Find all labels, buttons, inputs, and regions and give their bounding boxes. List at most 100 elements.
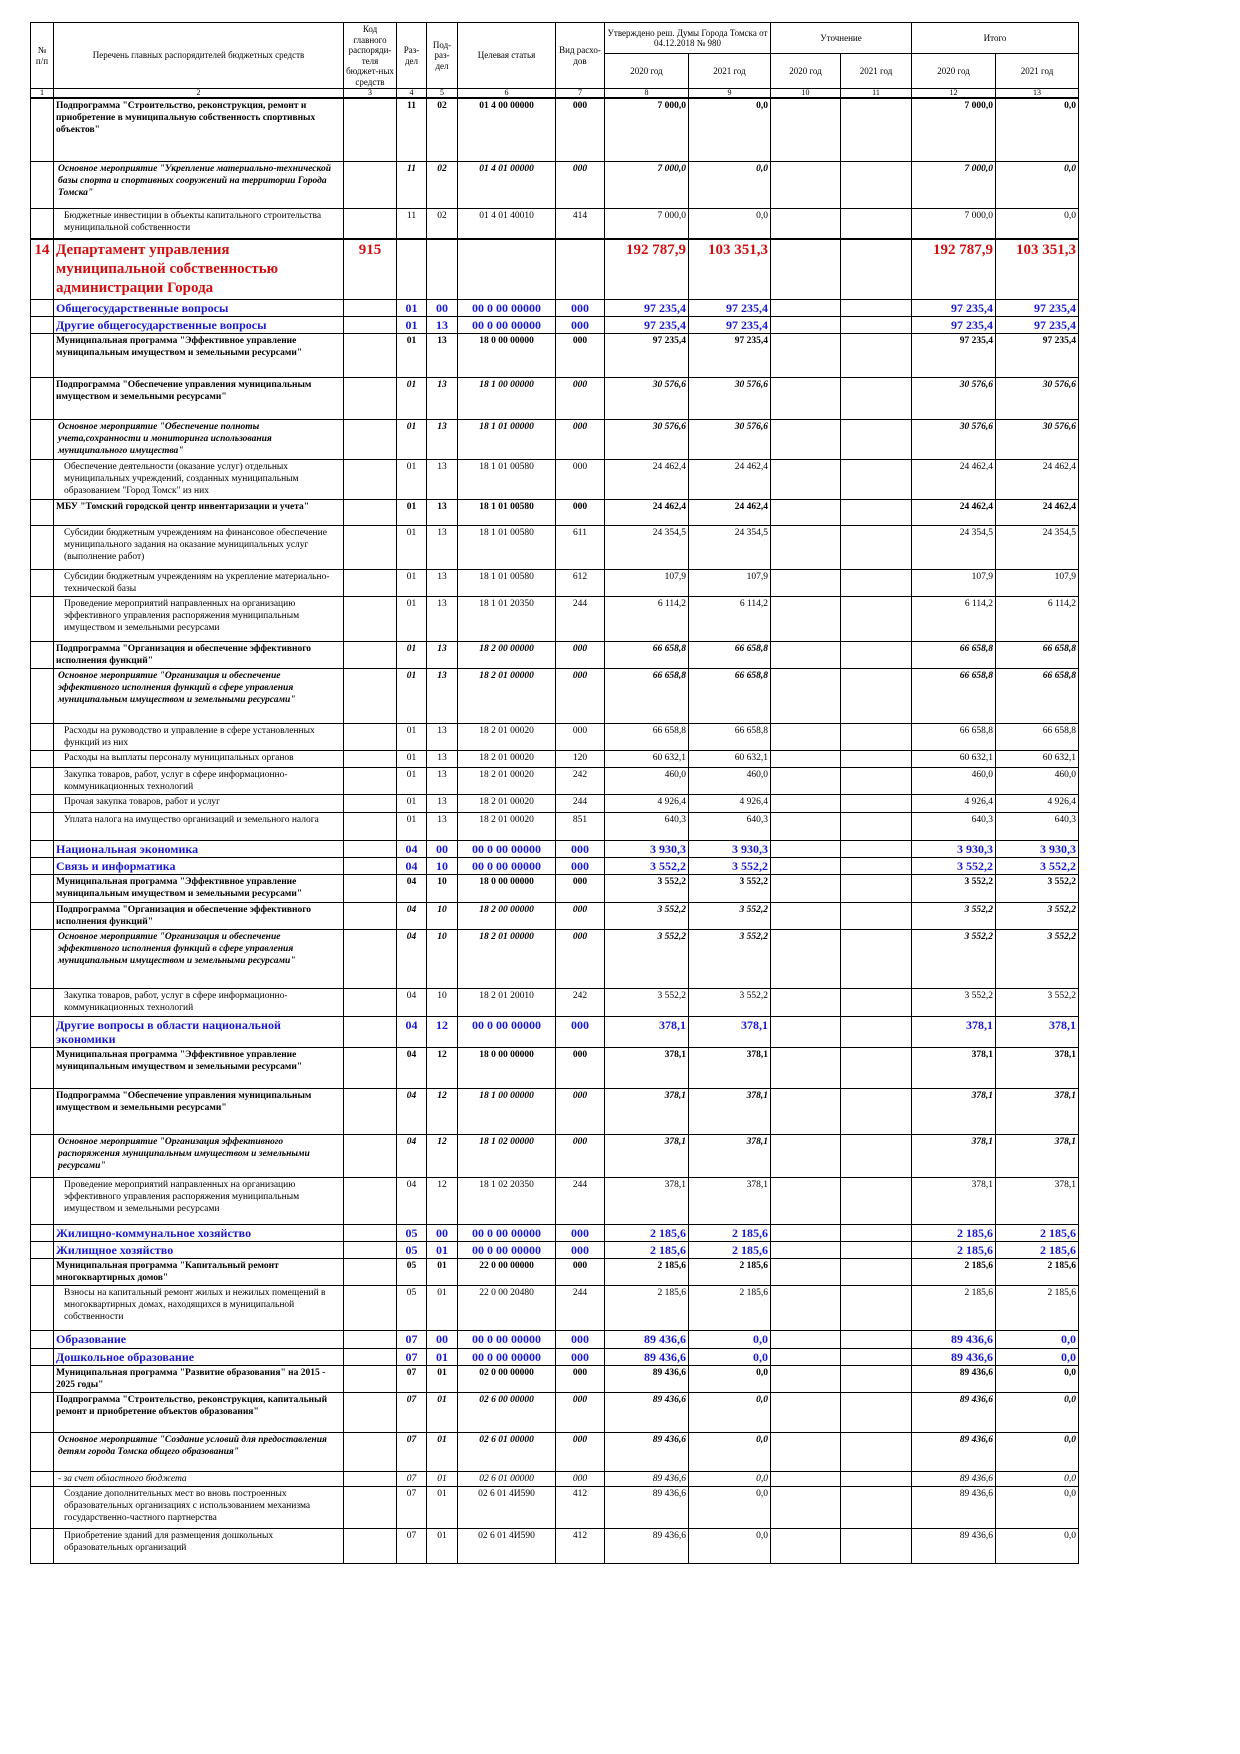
cell-t2020: 7 000,0 <box>911 97 997 162</box>
cell-code <box>343 299 397 317</box>
cell-subsection: 12 <box>426 1088 458 1135</box>
table-row: Жилищно-коммунальное хозяйство 05 00 00 0 0… <box>30 1224 1080 1242</box>
cell-a2021: 3 552,2 <box>688 902 771 930</box>
cell-kind: 244 <box>555 1177 605 1225</box>
table-row: Обеспечение деятельности (оказание услуг… <box>30 459 1080 500</box>
cell-clarification <box>839 812 913 841</box>
cell-t2020: 60 632,1 <box>911 750 997 768</box>
cell-name: Основное мероприятие "Укрепление материа… <box>53 160 344 209</box>
cell-target: 00 0 00 00000 <box>457 1224 556 1242</box>
cell-code <box>343 1432 397 1472</box>
cell-clarification <box>839 902 913 930</box>
cell-code <box>343 1348 397 1366</box>
cell-target: 18 2 01 00020 <box>457 723 556 751</box>
cell-code: 915 <box>343 238 397 300</box>
cell-clarification <box>839 1330 913 1349</box>
cell-a2021: 2 185,6 <box>688 1241 771 1259</box>
cell-a2021: 97 235,4 <box>688 333 771 378</box>
cell-t2021: 0,0 <box>995 1365 1080 1393</box>
cell-name: Муниципальная программа "Капитальный рем… <box>53 1258 344 1286</box>
cell-kind: 000 <box>555 333 605 378</box>
cell-a2021: 0,0 <box>688 207 771 240</box>
cell-t2020: 7 000,0 <box>911 207 997 240</box>
cell-no: 14 <box>30 238 54 300</box>
cell-t2020: 89 436,6 <box>911 1392 997 1433</box>
cell-a2020: 7 000,0 <box>604 207 689 240</box>
cell-a2021: 378,1 <box>688 1016 771 1048</box>
cell-kind: 000 <box>555 1258 605 1286</box>
cell-target: 18 2 00 00000 <box>457 902 556 930</box>
cell-kind <box>555 238 605 300</box>
cell-no <box>30 874 54 903</box>
table-row: Подпрограмма "Строительство, реконструкц… <box>30 97 1080 162</box>
cell-a2021: 60 632,1 <box>688 750 771 768</box>
cell-t2020: 24 354,5 <box>911 525 997 570</box>
table-row: Другие вопросы в области национальной эк… <box>30 1016 1080 1048</box>
cell-a2021: 2 185,6 <box>688 1258 771 1286</box>
table-row: Образование 07 00 00 0 00 00000 000 89 436,6 0… <box>30 1330 1080 1349</box>
years-row: 2020 год 2021 год 2020 год 2021 год 2020 год… <box>31 53 1080 89</box>
cell-target: 18 1 01 00000 <box>457 419 556 460</box>
cell-target: 18 2 01 00020 <box>457 767 556 795</box>
cell-t2020: 89 436,6 <box>911 1365 997 1393</box>
cell-kind: 000 <box>555 1432 605 1472</box>
cell-subsection: 13 <box>426 668 458 724</box>
cell-code <box>343 641 397 669</box>
cell-no <box>30 902 54 930</box>
cell-clarification <box>770 1224 841 1242</box>
cell-name: Основное мероприятие "Обеспечение полнот… <box>53 419 344 460</box>
cell-no <box>30 1088 54 1135</box>
cell-kind: 120 <box>555 750 605 768</box>
cell-name: Национальная экономика <box>53 840 344 858</box>
cell-t2020: 460,0 <box>911 767 997 795</box>
table-row: Создание дополнительных мест во вновь по… <box>30 1486 1080 1529</box>
cell-subsection: 12 <box>426 1134 458 1178</box>
table-body: Подпрограмма "Строительство, реконструкц… <box>30 97 1080 1564</box>
table-row: Подпрограмма "Организация и обеспечение … <box>30 902 1080 930</box>
cell-section: 05 <box>396 1224 427 1242</box>
cell-subsection: 13 <box>426 316 458 334</box>
cell-code <box>343 459 397 500</box>
cell-kind: 000 <box>555 840 605 858</box>
cell-clarification <box>770 1392 841 1433</box>
cell-a2020: 2 185,6 <box>604 1224 689 1242</box>
table-row: Муниципальная программа "Развитие образо… <box>30 1365 1080 1393</box>
cell-code <box>343 840 397 858</box>
cell-a2021: 30 576,6 <box>688 419 771 460</box>
cell-target: 00 0 00 00000 <box>457 840 556 858</box>
cell-code <box>343 767 397 795</box>
cell-t2020: 97 235,4 <box>911 333 997 378</box>
cell-section: 04 <box>396 1088 427 1135</box>
cell-section: 11 <box>396 97 427 162</box>
cell-subsection: 13 <box>426 569 458 597</box>
cell-kind: 000 <box>555 1047 605 1089</box>
cell-target: 02 6 01 4И590 <box>457 1486 556 1529</box>
cell-name: Субсидии бюджетным учреждениям на финанс… <box>53 525 344 570</box>
cell-section: 04 <box>396 874 427 903</box>
table-row: Уплата налога на имущество организаций и… <box>30 812 1080 841</box>
table-row: МБУ "Томский городской центр инвентариза… <box>30 499 1080 526</box>
cell-target: 02 6 01 00000 <box>457 1432 556 1472</box>
cell-clarification <box>770 1432 841 1472</box>
cell-subsection: 13 <box>426 333 458 378</box>
cell-code <box>343 1134 397 1178</box>
year-header: 2020 год <box>770 53 841 89</box>
cell-t2020: 640,3 <box>911 812 997 841</box>
cell-target: 18 1 00 00000 <box>457 377 556 420</box>
cell-name: Субсидии бюджетным учреждениям на укрепл… <box>53 569 344 597</box>
cell-target: 02 6 01 4И590 <box>457 1528 556 1564</box>
cell-no <box>30 525 54 570</box>
table-header: № п/п Перечень главных распорядителей бю… <box>30 22 1080 99</box>
cell-kind: 851 <box>555 812 605 841</box>
cell-a2021: 0,0 <box>688 1348 771 1366</box>
cell-target: 18 2 01 00020 <box>457 794 556 813</box>
cell-clarification <box>770 1177 841 1225</box>
cell-clarification <box>770 299 841 317</box>
cell-clarification <box>839 160 913 209</box>
cell-t2021: 0,0 <box>995 1471 1080 1487</box>
cell-name: Расходы на выплаты персоналу муниципальн… <box>53 750 344 768</box>
cell-section: 04 <box>396 1016 427 1048</box>
cell-kind: 000 <box>555 1471 605 1487</box>
cell-no <box>30 1432 54 1472</box>
